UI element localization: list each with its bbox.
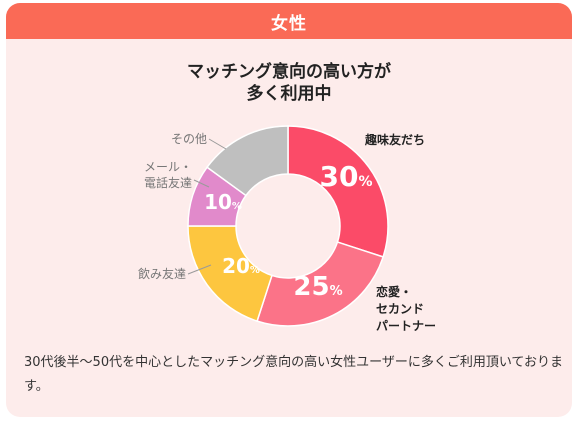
header-title: 女性 [271, 13, 307, 34]
chart-title: マッチング意向の高い方が 多く利用中 [6, 61, 572, 105]
slice-category-label: 恋愛・セカンドパートナー [376, 284, 436, 333]
footnote: 30代後半〜50代を中心としたマッチング意向の高い女性ユーザーに多くご利用頂いて… [24, 355, 564, 394]
donut-slice [256, 241, 385, 327]
leader-line [187, 264, 212, 275]
slice-category-label: 飲み友達 [138, 266, 186, 281]
donut-slice [206, 125, 289, 197]
slice-category-label: その他 [171, 132, 207, 146]
card-header: 女性 [6, 3, 572, 39]
slice-value-label: 25% [293, 272, 342, 302]
chart-title-line-2: 多く利用中 [246, 84, 332, 104]
slice-category-label: 趣味友だち [364, 132, 425, 147]
slice-value-label: 20% [222, 254, 260, 278]
slice-value-label: 30% [320, 160, 373, 193]
slice-value-label: 10% [204, 190, 242, 214]
donut-slice [187, 225, 273, 323]
female-card: 女性 マッチング意向の高い方が 多く利用中 30% 25% 20% 10% 趣味友だち恋… [6, 3, 572, 417]
leader-line [193, 179, 210, 188]
chart-title-line-1: マッチング意向の高い方が [187, 62, 391, 82]
slice-category-label: メール・電話友達 [144, 160, 192, 190]
donut-slice [287, 125, 389, 258]
leader-line [208, 138, 227, 150]
